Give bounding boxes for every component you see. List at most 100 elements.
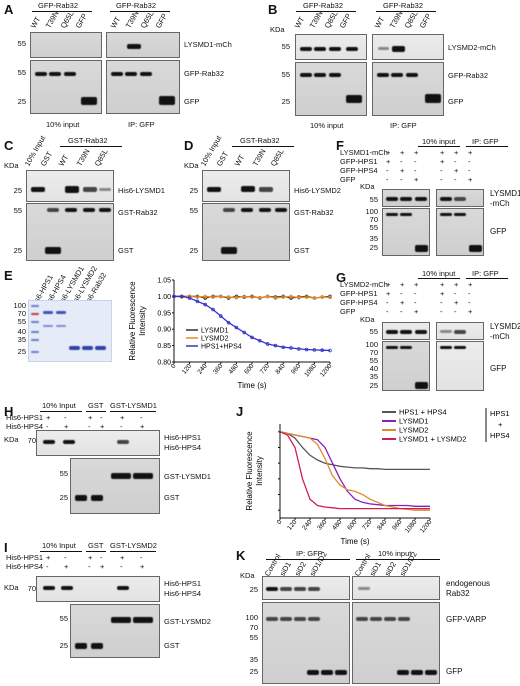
b-header-left: GFP-Rab32 bbox=[303, 1, 344, 10]
h-band bbox=[63, 440, 75, 444]
x-tick-label: 0 bbox=[170, 362, 178, 370]
e-mw-25: 25 bbox=[17, 347, 26, 356]
f-row-label: GFP-HPS1 bbox=[340, 157, 378, 166]
k-band-gfp bbox=[307, 670, 319, 675]
c-mw-25-top: 25 bbox=[13, 186, 22, 195]
x-tick-label: 360 bbox=[212, 363, 225, 376]
a-footer-left: 10% input bbox=[46, 120, 80, 129]
f-header-left: 10% input bbox=[422, 137, 456, 146]
c-band bbox=[65, 186, 79, 193]
i-band bbox=[117, 586, 129, 590]
h-row-mark: + bbox=[64, 422, 69, 431]
k-band-gfp bbox=[321, 670, 333, 675]
g-row-mark: + bbox=[386, 280, 391, 289]
i-band-gst bbox=[91, 643, 103, 649]
c-band-gst bbox=[45, 247, 61, 254]
g-row-mark: - bbox=[454, 307, 457, 316]
a-mw-55: 55 bbox=[17, 68, 26, 77]
c-label-gst-rab32: GST-Rab32 bbox=[118, 208, 158, 217]
g-header-right-line bbox=[466, 278, 508, 279]
k-blot-bottom-right bbox=[352, 602, 440, 684]
d-band-gst bbox=[221, 247, 237, 254]
b-label-gfp-rab32: GFP-Rab32 bbox=[448, 71, 489, 80]
d-band bbox=[207, 187, 221, 192]
b-band bbox=[329, 73, 341, 77]
i-header-gst: GST bbox=[88, 541, 104, 550]
e-ladder-band bbox=[31, 313, 39, 315]
b-mw-25: 25 bbox=[281, 97, 290, 106]
f-row-label: LYSMD1-mCh bbox=[340, 148, 388, 157]
f-kda: KDa bbox=[360, 182, 375, 191]
a-band bbox=[125, 72, 137, 76]
f-row-mark: - bbox=[386, 166, 389, 175]
panel-label-f: F bbox=[336, 138, 344, 153]
c-lane-3: WT bbox=[56, 153, 71, 168]
h-row-mark: - bbox=[46, 422, 49, 431]
legend-label: LYSMD2 bbox=[399, 426, 428, 435]
h-header-input: 10% Input bbox=[42, 401, 76, 410]
x-tick-label: 720 bbox=[259, 363, 272, 376]
g-row-mark: + bbox=[454, 298, 459, 307]
data-point bbox=[281, 295, 286, 299]
h-band-gst bbox=[91, 495, 103, 501]
k-lane-2: siD1 bbox=[277, 560, 293, 578]
b-band bbox=[329, 47, 341, 51]
k-band-rab32 bbox=[358, 587, 370, 590]
data-point bbox=[328, 295, 332, 300]
y-tick-label: 0.80 bbox=[157, 360, 171, 367]
g-row-label: LYSMD2-mCh bbox=[340, 280, 388, 289]
f-row-mark: - bbox=[414, 166, 417, 175]
b-lane-5: WT bbox=[372, 15, 387, 30]
x-tick-label: 1200 bbox=[419, 518, 434, 534]
i-mw-70: 70 bbox=[27, 584, 36, 593]
k-label-endogenous: endogenous bbox=[446, 579, 491, 588]
h-row-mark: + bbox=[88, 413, 93, 422]
g-header-left-line bbox=[418, 278, 460, 279]
f-mw-55: 55 bbox=[369, 195, 378, 204]
a-lane-3: Q65L bbox=[58, 9, 76, 30]
f-band bbox=[400, 213, 412, 216]
k-label-gfp: GFP bbox=[446, 667, 463, 676]
i-row-label: His6-HPS4 bbox=[6, 562, 44, 571]
g-row-mark: + bbox=[440, 289, 445, 298]
i-blot-bottom bbox=[70, 604, 160, 658]
k-mw-100: 100 bbox=[245, 613, 258, 622]
i-header-gst-lysmd2: GST-LYSMD2 bbox=[110, 541, 157, 550]
g-row-mark: + bbox=[440, 280, 445, 289]
g-label-gfp: GFP bbox=[490, 364, 507, 373]
data-point bbox=[258, 338, 262, 343]
bracket-label: HPS4 bbox=[490, 431, 510, 440]
c-band bbox=[47, 208, 59, 212]
d-band bbox=[223, 208, 235, 212]
g-row-mark: - bbox=[386, 298, 389, 307]
b-lane-4: GFP bbox=[337, 11, 354, 30]
data-point bbox=[226, 295, 231, 299]
i-label-gst-lysmd2: GST-LYSMD2 bbox=[164, 617, 211, 626]
k-lane-6: siD1 bbox=[367, 560, 383, 578]
legend-label: LYSMD1 + LYSMD2 bbox=[399, 435, 466, 444]
data-point bbox=[297, 295, 301, 300]
b-lane-2: T39N bbox=[307, 9, 325, 30]
g-mw-55b: 55 bbox=[369, 356, 378, 365]
f-blot-bottom-left bbox=[382, 208, 430, 256]
f-header-right: IP: GFP bbox=[472, 137, 499, 146]
b-header-right: GFP-Rab32 bbox=[383, 1, 424, 10]
data-point bbox=[281, 345, 286, 350]
a-band bbox=[140, 72, 152, 76]
b-lane-3: Q85L bbox=[322, 9, 340, 30]
panel-label-a: A bbox=[4, 2, 14, 17]
c-label-his-lysmd1: His6-LYSMD1 bbox=[118, 186, 165, 195]
g-row-mark: - bbox=[386, 307, 389, 316]
x-tick-label: 840 bbox=[376, 519, 389, 532]
k-band-gfp bbox=[397, 670, 409, 675]
x-tick-label: 1080 bbox=[303, 362, 318, 378]
i-row-label: His6-HPS1 bbox=[6, 553, 44, 562]
a-label-gfp: GFP bbox=[184, 97, 200, 106]
i-band bbox=[61, 586, 73, 590]
legend-label: LYSMD1 bbox=[201, 328, 229, 335]
f-row-label: GFP-HPS4 bbox=[340, 166, 378, 175]
data-point bbox=[297, 347, 301, 351]
k-band-varp bbox=[370, 617, 382, 621]
e-gel-band bbox=[43, 325, 53, 327]
c-header: GST-Rab32 bbox=[68, 136, 108, 145]
